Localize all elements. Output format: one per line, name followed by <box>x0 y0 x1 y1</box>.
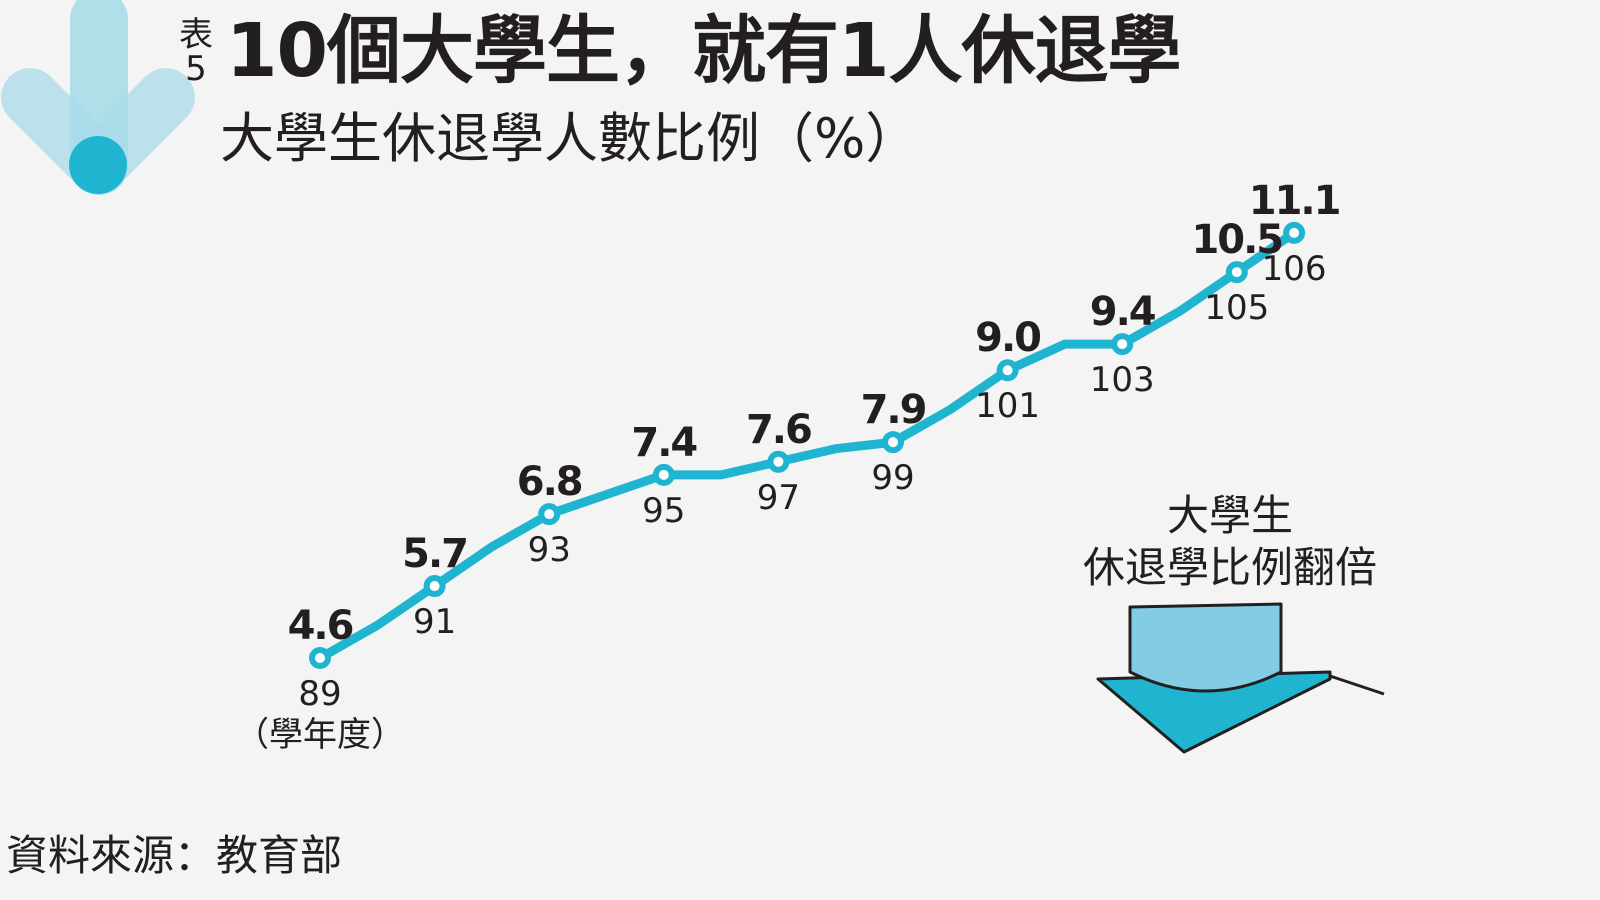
callout-line-2: 休退學比例翻倍 <box>1082 543 1377 592</box>
down-arrow-logo-icon <box>1 0 195 195</box>
x-tick-label: 106 <box>1262 249 1327 289</box>
x-tick-label: 101 <box>975 386 1040 426</box>
data-value-label: 5.7 <box>402 531 467 577</box>
table-number: 5 <box>185 49 207 89</box>
x-axis-unit-label: （學年度） <box>235 715 405 755</box>
data-point-marker <box>538 503 561 526</box>
chart-title: 10個大學生，就有1人休退學 <box>226 8 1181 94</box>
data-value-label: 6.8 <box>517 459 582 505</box>
data-value-label: 7.9 <box>861 387 926 433</box>
x-tick-label: 95 <box>642 491 685 531</box>
table-label-char: 表 <box>179 15 213 55</box>
x-tick-label: 99 <box>871 458 914 498</box>
x-tick-label: 93 <box>528 530 571 570</box>
data-point-marker <box>1283 221 1306 244</box>
data-value-label: 7.4 <box>631 420 696 466</box>
x-tick-label: 97 <box>757 478 800 518</box>
data-value-label: 7.6 <box>746 407 811 453</box>
data-point-marker <box>882 431 904 454</box>
x-tick-label: 103 <box>1090 360 1155 400</box>
data-point-marker <box>996 359 1019 382</box>
chart-subtitle: 大學生休退學人數比例（%） <box>220 107 920 170</box>
data-value-label: 11.1 <box>1249 178 1340 224</box>
data-value-label: 4.6 <box>288 603 353 649</box>
data-point-marker <box>767 450 790 473</box>
callout-text: 大學生 休退學比例翻倍 <box>1040 490 1420 594</box>
source-note: 資料來源：教育部 <box>6 831 343 880</box>
data-point-marker <box>1225 261 1248 284</box>
data-value-label: 9.0 <box>975 315 1040 361</box>
data-point-marker <box>1111 333 1134 356</box>
data-point-marker <box>652 463 675 486</box>
table-number-tag: 表 5 <box>176 18 216 86</box>
graduation-cap-icon <box>1096 602 1385 754</box>
data-value-label: 10.5 <box>1191 217 1282 263</box>
x-tick-label: 89 <box>298 674 341 714</box>
x-tick-label: 105 <box>1204 288 1269 328</box>
x-tick-label: 91 <box>413 602 456 642</box>
callout-line-1: 大學生 <box>1166 491 1293 540</box>
data-value-label: 9.4 <box>1090 289 1155 335</box>
data-point-marker <box>423 575 446 598</box>
data-point-marker <box>309 647 331 669</box>
